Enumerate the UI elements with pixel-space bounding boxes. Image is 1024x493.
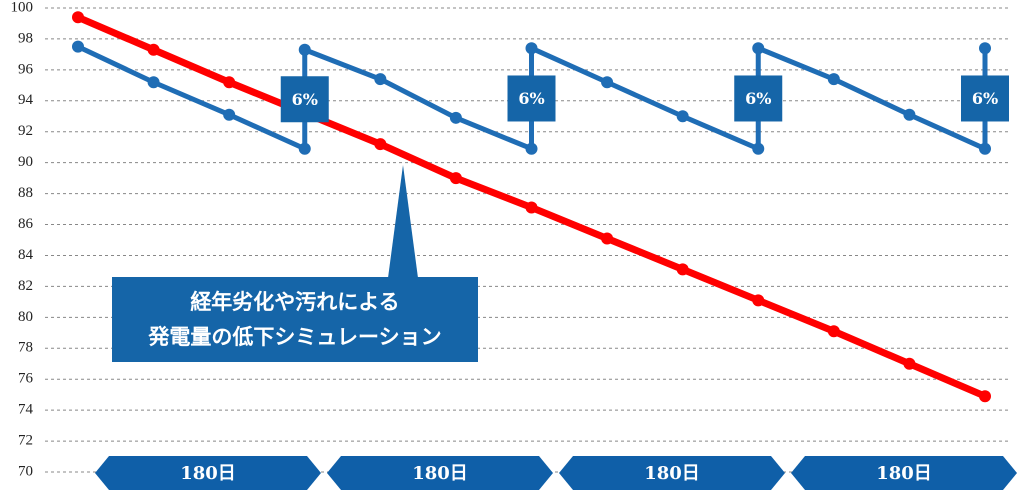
jump-box	[734, 75, 783, 122]
data-point	[223, 76, 236, 89]
period-band	[559, 456, 785, 490]
data-point	[374, 73, 387, 86]
data-point	[827, 325, 840, 338]
y-tick-label: 72	[18, 433, 33, 449]
data-point	[525, 142, 538, 155]
data-point	[147, 43, 160, 56]
y-tick-label: 98	[18, 30, 33, 46]
jump-box	[507, 75, 556, 122]
data-point	[979, 390, 991, 403]
y-tick-label: 90	[18, 154, 33, 170]
data-point	[979, 42, 991, 55]
data-point	[601, 232, 614, 245]
y-tick-label: 94	[18, 92, 34, 108]
period-bands: 180日 180日 180日 180日	[95, 456, 1017, 490]
jump-box	[961, 75, 1009, 122]
callout-box	[112, 277, 478, 362]
grid: 70 72 74 76 78 80 82 84 86 88 90 92 94 96 98 100	[11, 0, 1010, 479]
y-tick-label: 82	[18, 278, 33, 294]
y-tick-label: 92	[18, 123, 33, 139]
data-point	[374, 138, 387, 151]
data-point	[903, 108, 916, 121]
data-point	[525, 42, 538, 55]
y-tick-label: 86	[18, 216, 34, 232]
data-point	[525, 201, 538, 214]
jump-label: 6%	[518, 89, 544, 108]
period-label: 180日	[180, 463, 236, 484]
data-point	[903, 357, 916, 370]
lines	[72, 11, 991, 403]
y-tick-label: 100	[11, 0, 34, 15]
jump-label: 6%	[292, 90, 318, 109]
callout-pointer	[388, 165, 418, 278]
callout: 経年劣化や汚れによる 発電量の低下シミュレーション	[112, 165, 478, 362]
y-tick-label: 88	[18, 185, 33, 201]
data-point	[979, 142, 991, 155]
data-point	[676, 263, 689, 276]
period-band	[791, 456, 1017, 490]
data-point	[298, 43, 311, 56]
data-point	[676, 110, 689, 123]
data-point	[72, 11, 84, 24]
data-point	[752, 294, 765, 307]
y-tick-label: 80	[18, 309, 33, 325]
data-point	[752, 42, 765, 55]
y-tick-label: 70	[18, 463, 33, 479]
jump-label: 6%	[972, 89, 998, 108]
annotation-line: 発電量の低下シミュレーション	[147, 325, 441, 349]
jump-labels: 6% 6% 6% 6%	[280, 75, 1009, 123]
data-point	[827, 73, 840, 86]
period-band	[327, 456, 553, 490]
data-point	[601, 76, 614, 89]
data-point	[147, 76, 160, 89]
annotation-line: 経年劣化や汚れによる	[190, 290, 399, 314]
data-point	[752, 142, 765, 155]
y-tick-label: 76	[18, 371, 34, 387]
y-tick-label: 78	[18, 340, 33, 356]
jump-box	[280, 76, 329, 123]
y-tick-label: 74	[18, 402, 34, 418]
jump-label: 6%	[745, 89, 771, 108]
y-tick-label: 84	[18, 247, 34, 263]
data-point	[449, 172, 462, 185]
period-label: 180日	[876, 463, 932, 484]
data-point	[298, 142, 311, 155]
data-point	[449, 111, 462, 124]
data-point	[72, 40, 84, 53]
y-tick-label: 96	[18, 61, 34, 77]
period-label: 180日	[412, 463, 468, 484]
data-point	[223, 108, 236, 121]
period-label: 180日	[644, 463, 700, 484]
period-band	[95, 456, 321, 490]
